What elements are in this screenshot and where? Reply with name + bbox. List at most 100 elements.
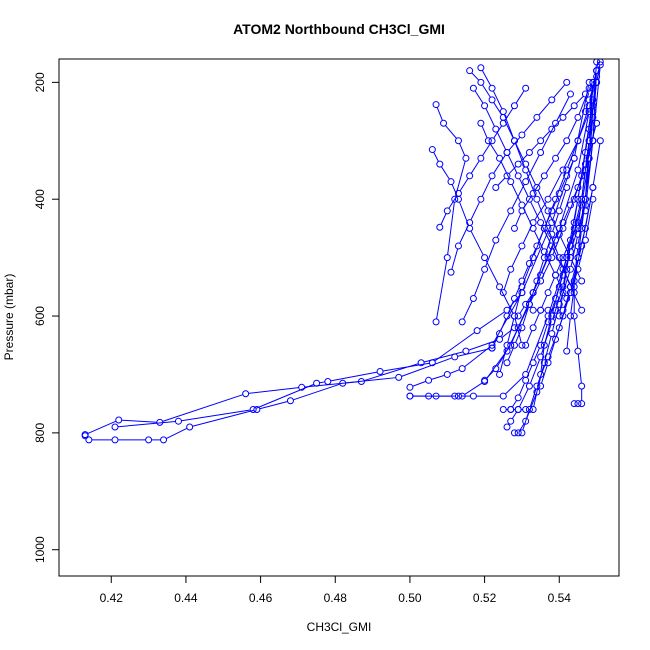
- series-segment: [548, 342, 556, 361]
- series-segment: [433, 151, 439, 162]
- data-point: [514, 324, 522, 332]
- data-point: [518, 324, 526, 332]
- chart-title: ATOM2 Northbound CH3Cl_GMI: [233, 21, 445, 37]
- series-segment: [440, 166, 450, 180]
- data-point: [507, 406, 515, 414]
- data-point: [574, 113, 582, 121]
- series-segment: [511, 400, 518, 408]
- series-34: [563, 113, 597, 355]
- series-segment: [492, 336, 499, 346]
- series-segment: [529, 388, 537, 407]
- series-27: [522, 219, 582, 349]
- data-point: [324, 377, 332, 385]
- data-point: [492, 365, 500, 373]
- data-point: [559, 254, 567, 262]
- data-point: [593, 119, 601, 127]
- data-point: [525, 195, 533, 203]
- data-point: [525, 382, 533, 390]
- data-point: [548, 125, 556, 133]
- series-segment: [496, 131, 507, 150]
- series-segment: [567, 160, 574, 174]
- series-segment: [545, 160, 555, 174]
- series-segment: [585, 131, 590, 150]
- data-point: [466, 67, 474, 75]
- data-point: [537, 306, 545, 314]
- data-point: [544, 195, 552, 203]
- series-12: [436, 84, 530, 231]
- series-segment: [507, 347, 514, 361]
- data-point: [563, 347, 571, 355]
- y-tick-label: 800: [33, 423, 47, 443]
- data-point: [469, 84, 477, 92]
- data-point: [533, 113, 541, 121]
- data-point: [574, 224, 582, 232]
- data-point: [589, 137, 597, 145]
- series-segment: [544, 236, 552, 255]
- data-point: [529, 306, 537, 314]
- series-segment: [482, 84, 491, 98]
- data-point: [563, 184, 571, 192]
- series-segment: [530, 359, 540, 384]
- data-point: [566, 265, 574, 273]
- x-tick-label: 0.44: [174, 591, 198, 605]
- series-segment: [548, 242, 555, 256]
- data-point: [499, 392, 507, 400]
- y-tick-label: 400: [33, 189, 47, 209]
- data-point: [566, 254, 574, 262]
- data-point: [570, 102, 578, 110]
- data-point: [174, 417, 182, 425]
- series-segment: [559, 272, 571, 302]
- series-segment: [464, 346, 491, 368]
- data-point: [570, 312, 578, 320]
- data-point: [540, 224, 548, 232]
- data-point: [563, 254, 571, 262]
- series-segment: [560, 236, 570, 256]
- data-point: [574, 195, 582, 203]
- data-point: [559, 166, 567, 174]
- series-segment: [518, 382, 525, 396]
- data-point: [510, 102, 518, 110]
- series-segment: [597, 67, 600, 74]
- data-point: [507, 207, 515, 215]
- data-point: [496, 370, 504, 378]
- series-segment: [559, 172, 578, 226]
- x-tick-label: 0.48: [324, 591, 348, 605]
- data-point: [514, 160, 522, 168]
- data-point: [507, 178, 515, 186]
- series-segment: [448, 195, 458, 209]
- data-point: [581, 90, 589, 98]
- data-point: [436, 160, 444, 168]
- data-point: [514, 429, 522, 437]
- data-point: [499, 289, 507, 297]
- data-point: [529, 254, 537, 262]
- data-point: [544, 353, 552, 361]
- series-segment: [412, 380, 426, 387]
- series-10: [432, 101, 470, 326]
- data-point: [503, 347, 511, 355]
- data-point: [596, 61, 604, 69]
- data-point: [458, 318, 466, 326]
- series-segment: [548, 330, 559, 355]
- series-segment: [181, 409, 251, 422]
- data-point: [186, 423, 194, 431]
- data-point: [481, 102, 489, 110]
- series-segment: [570, 231, 578, 250]
- data-point: [496, 330, 504, 338]
- data-point: [406, 383, 414, 391]
- data-point: [548, 318, 556, 326]
- series-segment: [533, 230, 544, 250]
- series-segment: [534, 201, 547, 221]
- series-segment: [511, 184, 522, 203]
- series-segment: [563, 143, 578, 168]
- series-segment: [526, 294, 532, 303]
- data-point: [395, 373, 403, 381]
- series-segment: [503, 272, 511, 290]
- series-segment: [522, 225, 552, 291]
- data-point: [496, 154, 504, 162]
- series-segment: [500, 289, 514, 314]
- data-point: [566, 312, 574, 320]
- series-segment: [451, 184, 458, 197]
- series-segment: [436, 260, 448, 320]
- data-point: [544, 318, 552, 326]
- series-segment: [515, 213, 522, 226]
